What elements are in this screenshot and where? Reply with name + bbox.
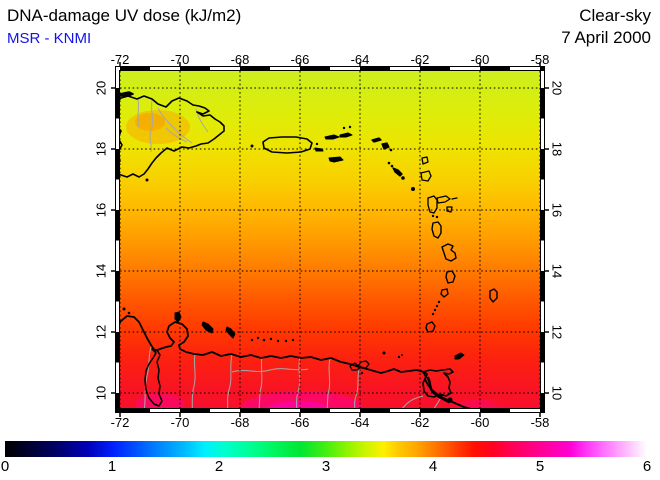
lon-label-bottom: -64 [350,415,370,430]
orinoco-delta [426,376,451,404]
island-barbados [489,288,498,303]
colorbar-tick-label: 1 [107,458,117,475]
island-st-vincent [440,288,449,298]
lon-label-top: -62 [410,52,430,67]
lon-label-top: -66 [290,52,310,67]
island-beata [145,178,149,182]
colorbar-tick-label: 5 [535,458,545,475]
lon-label-bottom: -62 [410,415,430,430]
grenadines [431,300,441,316]
page-title: DNA-damage UV dose (kJ/m2) [7,6,242,25]
rivers-borders [137,99,441,408]
colorbar-tick-label: 3 [321,458,331,475]
lon-label-top: -64 [350,52,370,67]
island-martinique [441,243,457,262]
lat-label-right: 14 [549,263,565,279]
lat-label-right: 10 [549,385,565,401]
leeward-islands [371,137,432,191]
lon-label-top: -70 [170,52,190,67]
lat-label-right: 12 [549,324,565,340]
lon-label-bottom: -70 [170,415,190,430]
island-trinidad [422,368,454,398]
sky-condition-label: Clear-sky [579,6,651,25]
lat-label-left: 18 [93,141,109,157]
island-puerto-rico [262,136,313,154]
lat-label-right: 20 [549,80,565,96]
island-grenada [425,321,436,333]
coastlines [120,91,498,408]
date-label: 7 April 2000 [561,28,651,47]
island-tobago [454,352,465,360]
axis-ticks [111,62,549,417]
data-source-label: MSR - KNMI [7,30,92,47]
colorbar-tick-label: 2 [214,458,224,475]
colorbar-tick-label: 4 [428,458,438,475]
lon-label-top: -60 [470,52,490,67]
map-frame [115,66,545,413]
venezuela-coast [120,315,471,408]
lat-label-left: 12 [93,324,109,340]
lon-label-bottom: -58 [530,415,550,430]
lon-label-bottom: -68 [230,415,250,430]
lon-label-top: -58 [530,52,550,67]
lat-label-right: 18 [549,141,565,157]
lat-label-left: 10 [93,385,109,401]
virgin-islands [324,125,353,163]
lon-label-bottom: -66 [290,415,310,430]
island-tortue [120,91,134,97]
lake-maracaibo [144,348,163,407]
lon-label-top: -68 [230,52,250,67]
lat-label-left: 16 [93,202,109,218]
island-dominica [431,221,442,239]
lon-label-bottom: -72 [110,415,130,430]
island-margarita [349,360,370,371]
colorbar-tick-label: 0 [0,458,10,475]
lat-label-right: 16 [549,202,565,218]
colorbar [5,441,647,457]
lat-label-left: 20 [93,80,109,96]
lon-label-bottom: -60 [470,415,490,430]
uv-dose-field [120,71,540,408]
lat-label-left: 14 [93,263,109,279]
lon-label-top: -72 [110,52,130,67]
island-hispaniola [120,95,225,178]
colorbar-tick-label: 6 [642,458,652,475]
